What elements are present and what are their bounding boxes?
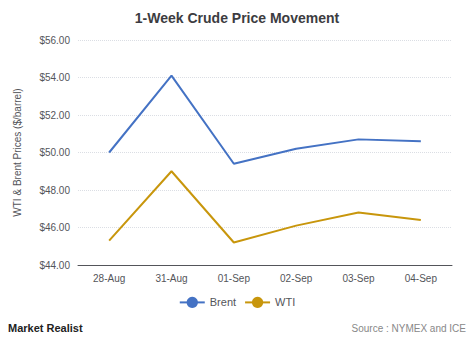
svg-text:02-Sep: 02-Sep	[280, 273, 313, 284]
svg-text:$44.00: $44.00	[39, 260, 70, 271]
svg-text:Brent: Brent	[210, 296, 236, 308]
svg-text:03-Sep: 03-Sep	[342, 273, 375, 284]
svg-text:Market Realist: Market Realist	[8, 322, 83, 334]
svg-text:28-Aug: 28-Aug	[93, 273, 125, 284]
svg-text:$46.00: $46.00	[39, 222, 70, 233]
svg-text:$50.00: $50.00	[39, 147, 70, 158]
svg-text:$54.00: $54.00	[39, 72, 70, 83]
svg-text:01-Sep: 01-Sep	[218, 273, 251, 284]
svg-text:$48.00: $48.00	[39, 185, 70, 196]
svg-text:31-Aug: 31-Aug	[155, 273, 187, 284]
svg-text:04-Sep: 04-Sep	[405, 273, 438, 284]
svg-text:Source : NYMEX and ICE: Source : NYMEX and ICE	[352, 323, 467, 334]
svg-text:$52.00: $52.00	[39, 110, 70, 121]
svg-text:WTI & Brent Prices ($/barrel): WTI & Brent Prices ($/barrel)	[12, 88, 23, 216]
svg-text:1-Week Crude Price Movement: 1-Week Crude Price Movement	[135, 10, 340, 26]
svg-text:WTI: WTI	[275, 296, 295, 308]
svg-text:$56.00: $56.00	[39, 35, 70, 46]
